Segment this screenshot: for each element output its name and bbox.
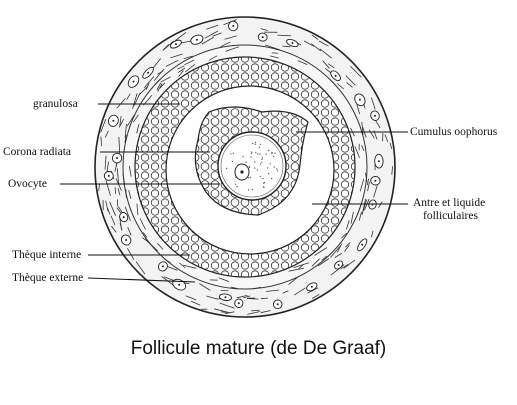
- label-antre-line1: Antre et liquide: [413, 197, 485, 209]
- theca-cell-nucleus: [178, 284, 180, 286]
- theca-cell-nucleus: [225, 296, 227, 298]
- cytoplasm-dot: [263, 183, 264, 184]
- theca-cell-nucleus: [291, 42, 293, 44]
- theca-fiber: [115, 187, 116, 194]
- theca-cell-nucleus: [162, 265, 164, 267]
- theca-cell-nucleus: [147, 72, 149, 74]
- label-theque-externe-text: Thèque externe: [12, 272, 83, 284]
- cytoplasm-dot: [261, 162, 262, 163]
- cytoplasm-dot: [250, 157, 251, 158]
- theca-cell-nucleus: [123, 216, 125, 218]
- nucleus: [235, 164, 249, 180]
- label-cumulus-text: Cumulus oophorus: [410, 126, 498, 138]
- theca-cell-nucleus: [378, 160, 380, 162]
- cytoplasm-dot: [255, 152, 256, 153]
- cytoplasm-dot: [255, 144, 256, 145]
- cytoplasm-dot: [277, 170, 278, 171]
- figure-caption: Follicule mature (de De Graaf): [0, 338, 517, 360]
- theca-cell-nucleus: [262, 36, 264, 38]
- cytoplasm-dot: [276, 168, 277, 169]
- theca-cell-nucleus: [108, 175, 110, 177]
- cytoplasm-dot: [262, 157, 263, 158]
- theca-cell-nucleus: [196, 39, 198, 41]
- theca-cell-nucleus: [335, 75, 337, 77]
- theca-fiber: [126, 189, 127, 198]
- cytoplasm-dot: [263, 187, 264, 188]
- cytoplasm-dot: [271, 153, 272, 154]
- cytoplasm-dot: [254, 161, 255, 162]
- cytoplasm-dot: [259, 154, 260, 155]
- cytoplasm-dot: [274, 166, 275, 167]
- cytoplasm-dot: [226, 168, 227, 169]
- cytoplasm-dot: [252, 189, 253, 190]
- cytoplasm-dot: [251, 153, 252, 154]
- cytoplasm-dot: [273, 156, 274, 157]
- theca-cell-nucleus: [374, 180, 376, 182]
- cytoplasm-dot: [270, 163, 271, 164]
- cytoplasm-dot: [262, 178, 263, 179]
- label-corona-text: Corona radiata: [3, 146, 71, 158]
- cytoplasm-dot: [274, 153, 275, 154]
- theca-cell-nucleus: [277, 303, 279, 305]
- theca-cell-nucleus: [125, 239, 127, 241]
- cytoplasm-dot: [260, 176, 261, 177]
- theca-cell-nucleus: [112, 120, 114, 122]
- cytoplasm-dot: [266, 154, 267, 155]
- cytoplasm-dot: [255, 142, 256, 143]
- label-granulosa-text: granulosa: [33, 98, 78, 110]
- cytoplasm-dot: [248, 189, 249, 190]
- theca-cell-nucleus: [311, 286, 313, 288]
- cytoplasm-dot: [242, 156, 243, 157]
- cytoplasm-dot: [271, 178, 272, 179]
- theca-cell-nucleus: [374, 115, 376, 117]
- cytoplasm-dot: [248, 177, 249, 178]
- cytoplasm-dot: [232, 161, 233, 162]
- label-antre-line2: folliculaires: [423, 210, 478, 222]
- ovocyte: [218, 132, 286, 200]
- cytoplasm-dot: [252, 143, 253, 144]
- theca-cell-nucleus: [359, 99, 361, 101]
- cytoplasm-dot: [236, 186, 237, 187]
- cytoplasm-dot: [260, 163, 261, 164]
- theca-fiber: [221, 290, 229, 291]
- theca-cell-nucleus: [232, 25, 234, 27]
- cytoplasm-dot: [257, 170, 258, 171]
- cytoplasm-dot: [233, 153, 234, 154]
- cytoplasm-dot: [249, 166, 250, 167]
- cytoplasm-dot: [251, 152, 252, 153]
- label-ovocyte-text: Ovocyte: [8, 178, 47, 190]
- cytoplasm-dot: [268, 150, 269, 151]
- cytoplasm-dot: [261, 159, 262, 160]
- label-theque-interne-text: Thèque interne: [12, 249, 81, 261]
- cytoplasm-dot: [260, 144, 261, 145]
- theca-cell-nucleus: [338, 264, 340, 266]
- cytoplasm-dot: [245, 162, 246, 163]
- cytoplasm-dot: [254, 167, 255, 168]
- theca-cell-nucleus: [238, 302, 240, 304]
- theca-cell-nucleus: [361, 244, 363, 246]
- cytoplasm-dot: [257, 153, 258, 154]
- cytoplasm-dot: [250, 177, 251, 178]
- theca-cell-nucleus: [116, 157, 118, 159]
- theca-cell-nucleus: [175, 43, 177, 45]
- cytoplasm-dot: [267, 167, 268, 168]
- theca-cell-nucleus: [133, 81, 135, 83]
- cytoplasm-dot: [268, 173, 269, 174]
- cytoplasm-dot: [235, 184, 236, 185]
- cytoplasm-dot: [259, 147, 260, 148]
- cytoplasm-dot: [230, 153, 231, 154]
